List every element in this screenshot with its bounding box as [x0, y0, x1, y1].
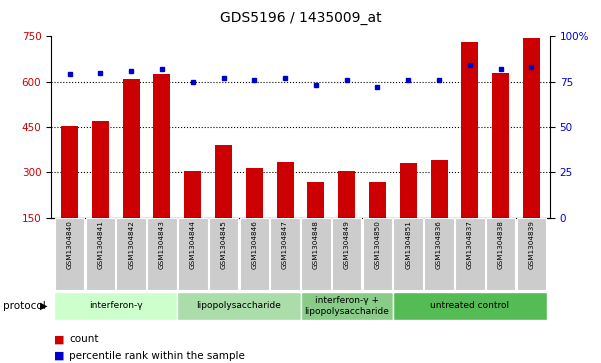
Text: ■: ■	[54, 351, 64, 361]
Bar	[455, 218, 484, 290]
Bar	[301, 218, 331, 290]
Text: GSM1304851: GSM1304851	[405, 220, 411, 269]
Text: GSM1304840: GSM1304840	[67, 220, 73, 269]
Text: percentile rank within the sample: percentile rank within the sample	[69, 351, 245, 361]
Bar	[177, 292, 300, 320]
Bar	[424, 218, 454, 290]
Bar	[240, 218, 269, 290]
Bar	[147, 218, 177, 290]
Text: protocol: protocol	[3, 301, 46, 311]
Text: count: count	[69, 334, 99, 344]
Bar	[209, 218, 239, 290]
Text: GSM1304842: GSM1304842	[128, 220, 134, 269]
Text: GSM1304843: GSM1304843	[159, 220, 165, 269]
Text: GSM1304836: GSM1304836	[436, 220, 442, 269]
Bar	[61, 126, 78, 263]
Bar	[332, 218, 361, 290]
Bar	[178, 218, 207, 290]
Bar	[492, 73, 509, 263]
Text: GSM1304841: GSM1304841	[97, 220, 103, 269]
Bar	[486, 218, 516, 290]
Bar	[92, 121, 109, 263]
Text: GSM1304839: GSM1304839	[528, 220, 534, 269]
Text: ■: ■	[54, 334, 64, 344]
Bar	[523, 38, 540, 263]
Text: GSM1304848: GSM1304848	[313, 220, 319, 269]
Text: interferon-γ +
lipopolysaccharide: interferon-γ + lipopolysaccharide	[304, 296, 389, 315]
Bar	[85, 218, 115, 290]
Bar	[300, 292, 393, 320]
Text: GSM1304838: GSM1304838	[498, 220, 504, 269]
Text: GSM1304850: GSM1304850	[374, 220, 380, 269]
Bar	[55, 218, 84, 290]
Text: untreated control: untreated control	[430, 301, 510, 310]
Bar	[517, 218, 546, 290]
Bar	[338, 171, 355, 263]
Bar	[394, 218, 423, 290]
Bar	[362, 218, 392, 290]
Text: GSM1304844: GSM1304844	[190, 220, 196, 269]
Text: GSM1304847: GSM1304847	[282, 220, 288, 269]
Bar	[185, 171, 201, 263]
Bar	[430, 160, 448, 263]
Text: interferon-γ: interferon-γ	[89, 301, 142, 310]
Bar	[462, 42, 478, 263]
Text: GSM1304837: GSM1304837	[467, 220, 473, 269]
Bar	[153, 74, 171, 263]
Bar	[246, 168, 263, 263]
Text: GSM1304845: GSM1304845	[221, 220, 227, 269]
Text: GSM1304849: GSM1304849	[344, 220, 350, 269]
Bar	[276, 162, 293, 263]
Text: GSM1304846: GSM1304846	[251, 220, 257, 269]
Text: lipopolysaccharide: lipopolysaccharide	[197, 301, 281, 310]
Bar	[215, 145, 232, 263]
Bar	[270, 218, 300, 290]
Text: ▶: ▶	[40, 301, 47, 311]
Bar	[308, 182, 325, 263]
Bar	[400, 163, 416, 263]
Bar	[54, 292, 177, 320]
Bar	[369, 182, 386, 263]
Bar	[123, 79, 139, 263]
Bar	[393, 292, 547, 320]
Text: GDS5196 / 1435009_at: GDS5196 / 1435009_at	[220, 11, 381, 25]
Bar	[117, 218, 146, 290]
